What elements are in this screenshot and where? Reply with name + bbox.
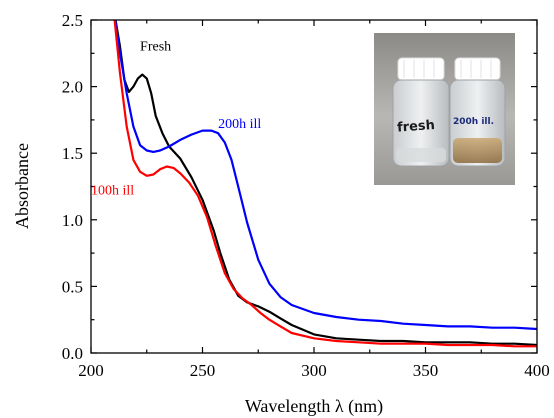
y-axis-title: Absorbance bbox=[12, 143, 32, 229]
inset-photo: fresh 200h ill. bbox=[374, 33, 515, 185]
y-tick-label: 0.5 bbox=[62, 277, 83, 296]
axis-ticks: 200 250 300 350 400 0.0 0.5 1.0 1.5 2.0 2.5 bbox=[62, 11, 550, 380]
y-tick-label: 2.5 bbox=[62, 11, 83, 30]
series-line-2 bbox=[113, 20, 537, 348]
series-label-0: Fresh bbox=[140, 40, 171, 55]
y-tick-label: 2.0 bbox=[62, 78, 83, 97]
x-tick-label: 300 bbox=[301, 361, 327, 380]
x-tick-label: 200 bbox=[78, 361, 104, 380]
vial-label-200h: 200h ill. bbox=[453, 117, 494, 127]
x-tick-label: 250 bbox=[190, 361, 216, 380]
y-tick-label: 1.0 bbox=[62, 211, 83, 230]
vial-200h: 200h ill. bbox=[449, 57, 506, 167]
y-tick-label: 0.0 bbox=[62, 344, 83, 363]
x-tick-label: 400 bbox=[524, 361, 550, 380]
vial-fresh: fresh bbox=[392, 57, 450, 167]
series-annotations: Fresh 200h ill 100h ill bbox=[91, 40, 261, 199]
vial-label-fresh: fresh bbox=[397, 118, 436, 136]
x-tick-label: 350 bbox=[413, 361, 439, 380]
series-layer bbox=[113, 20, 537, 348]
series-label-1: 200h ill bbox=[218, 117, 261, 132]
x-axis-title: Wavelength λ (nm) bbox=[245, 396, 383, 417]
series-line-1 bbox=[114, 20, 537, 331]
series-label-2: 100h ill bbox=[91, 183, 134, 198]
y-tick-label: 1.5 bbox=[62, 144, 83, 163]
